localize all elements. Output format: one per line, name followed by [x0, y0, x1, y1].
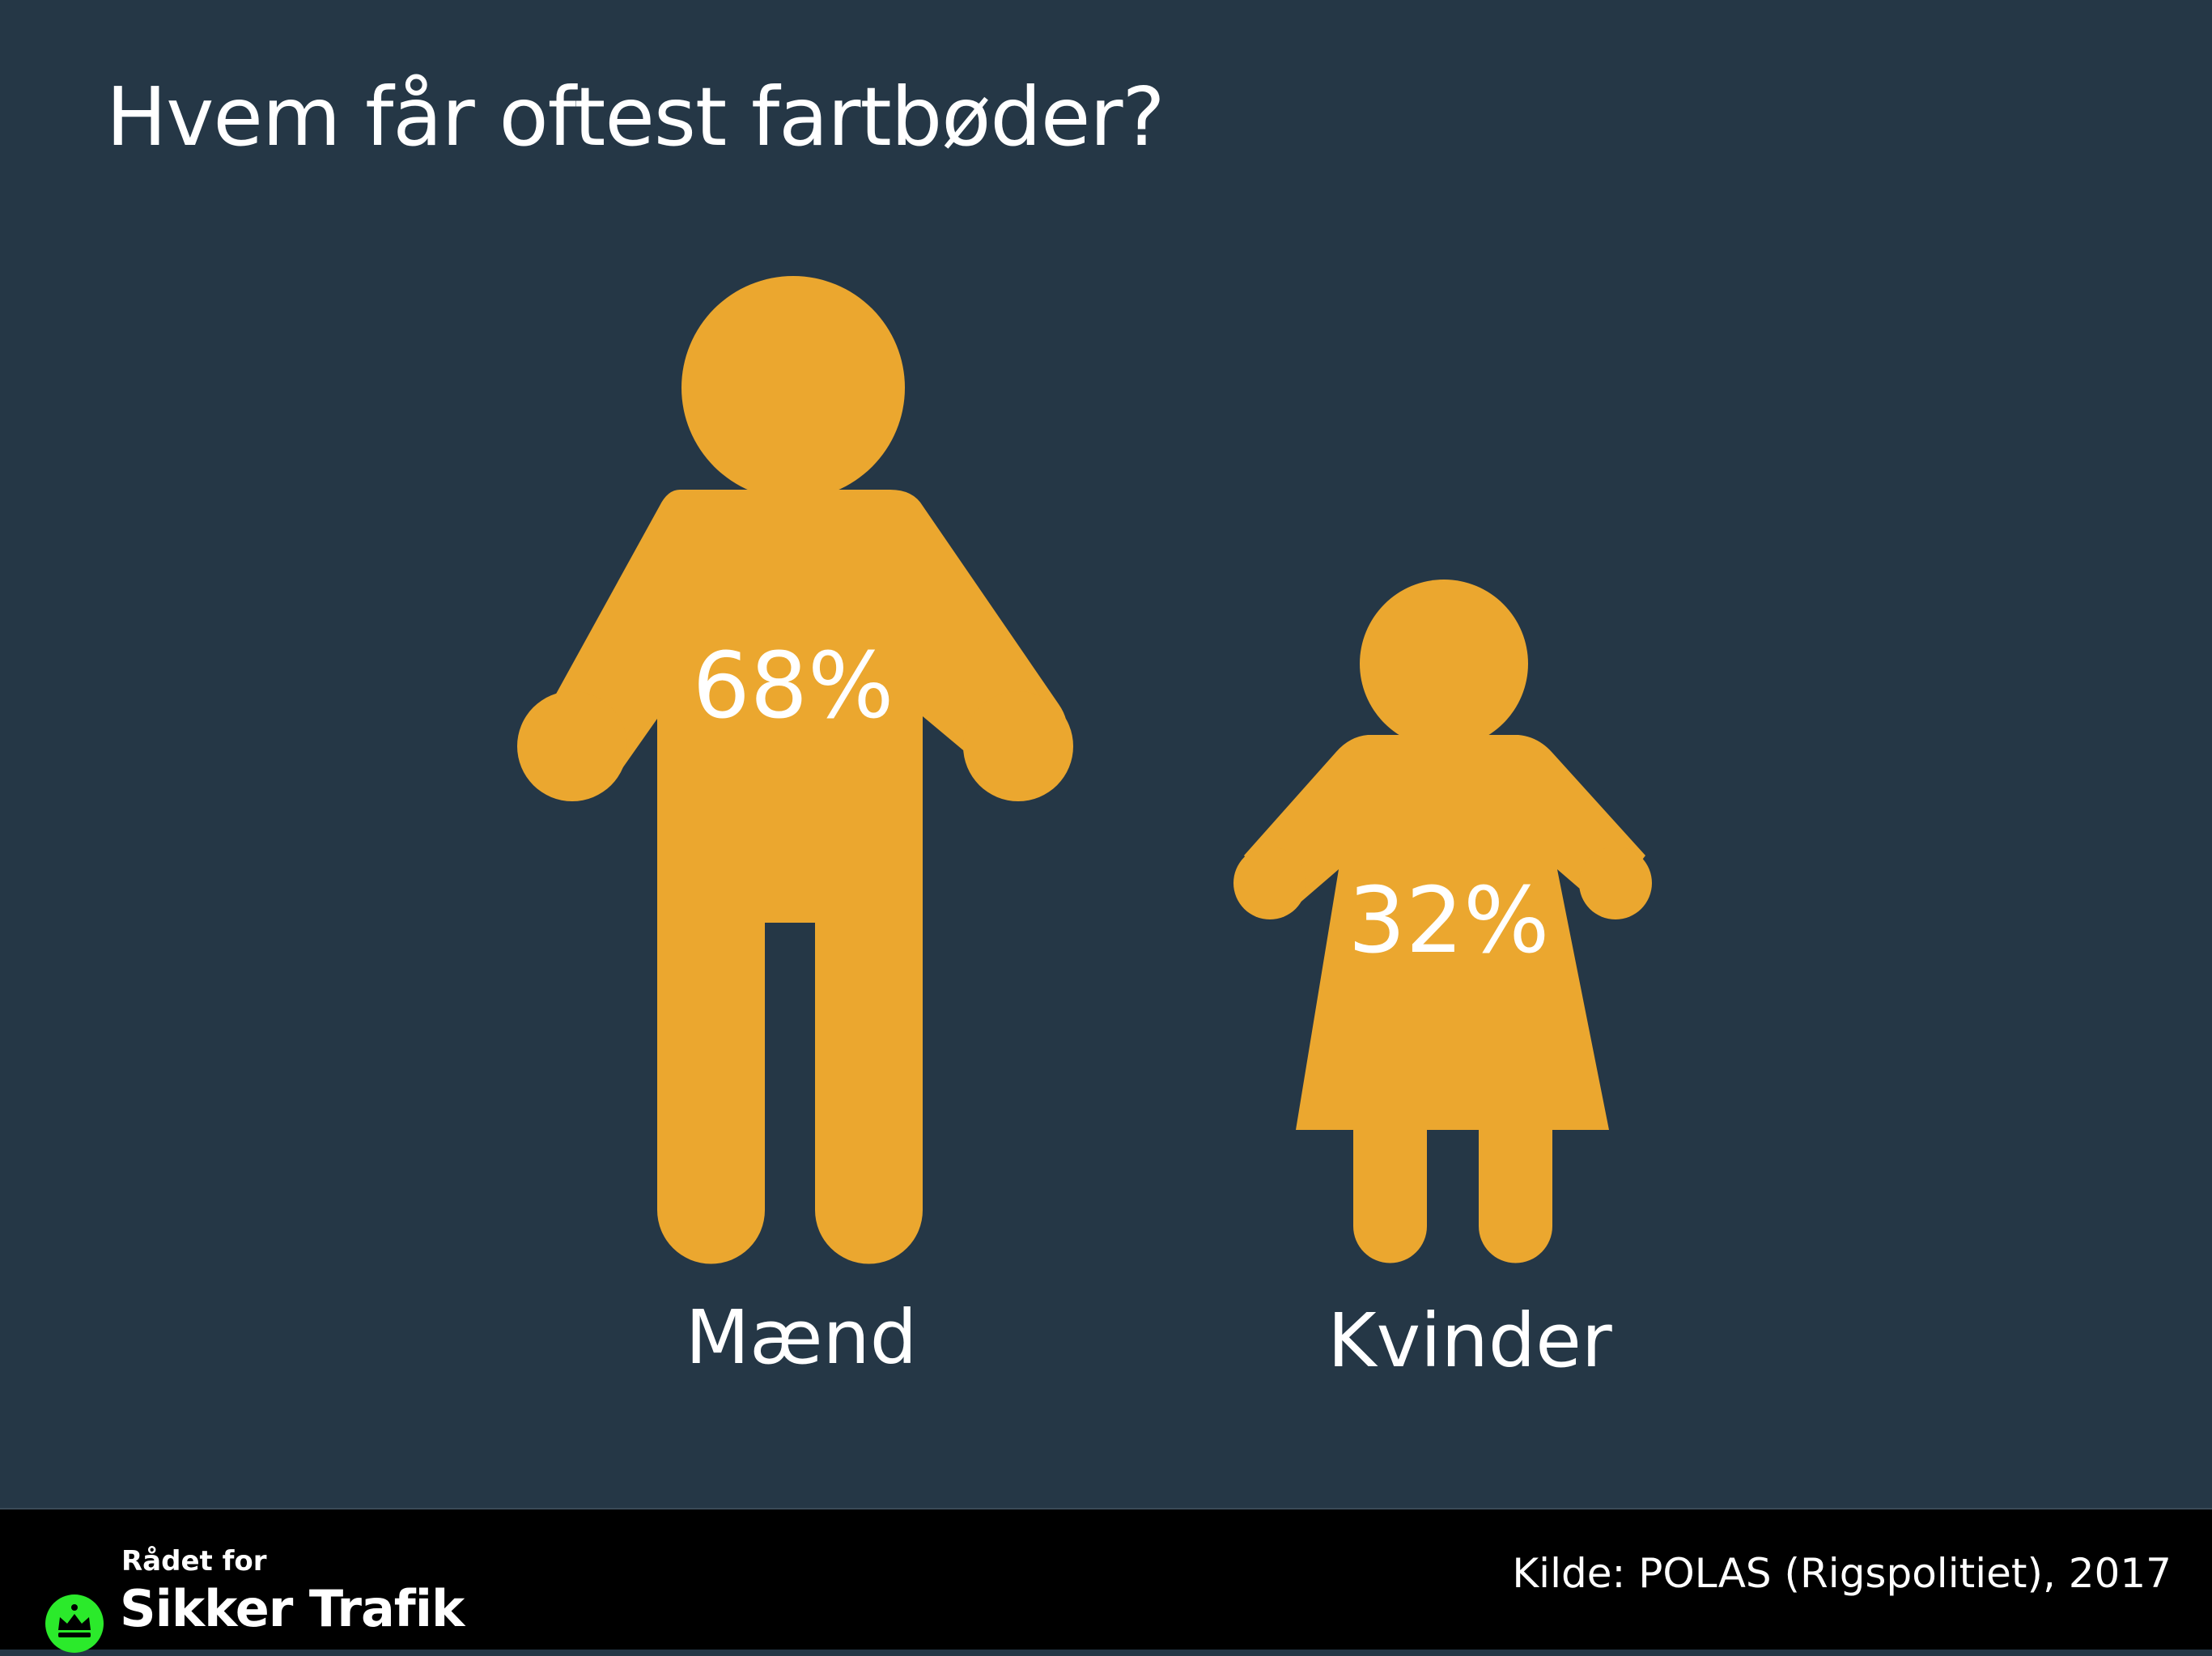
man-right-leg [815, 919, 923, 1264]
crown-icon [45, 1594, 104, 1653]
woman-head [1360, 580, 1528, 748]
woman-left-leg [1353, 1125, 1427, 1263]
woman-right-hand [1579, 847, 1652, 919]
man-torso [542, 490, 1068, 923]
logo-text-main: Sikker Trafik [120, 1579, 465, 1638]
man-left-hand [517, 691, 627, 801]
man-head [681, 276, 905, 499]
category-label-maend: Mænd [685, 1294, 918, 1381]
footer-bar: Rådet for Sikker Trafik Kilde: POLAS (Ri… [0, 1508, 2212, 1653]
value-label-kvinder: 32% [1348, 868, 1550, 974]
woman-right-leg [1479, 1125, 1552, 1263]
category-label-kvinder: Kvinder [1327, 1297, 1612, 1384]
pictogram-chart [517, 276, 1652, 1264]
man-left-leg [657, 919, 765, 1264]
source-note: Kilde: POLAS (Rigspolitiet), 2017 [1512, 1550, 2172, 1597]
woman-dress [1244, 735, 1645, 1130]
man-right-hand [963, 691, 1073, 801]
man-icon [517, 276, 1073, 1264]
woman-icon [1233, 580, 1652, 1263]
woman-left-hand [1233, 847, 1306, 919]
chart-title: Hvem får oftest fartbøder? [106, 70, 1165, 164]
value-label-maend: 68% [692, 634, 894, 739]
logo-text-top: Rådet for [121, 1545, 267, 1577]
